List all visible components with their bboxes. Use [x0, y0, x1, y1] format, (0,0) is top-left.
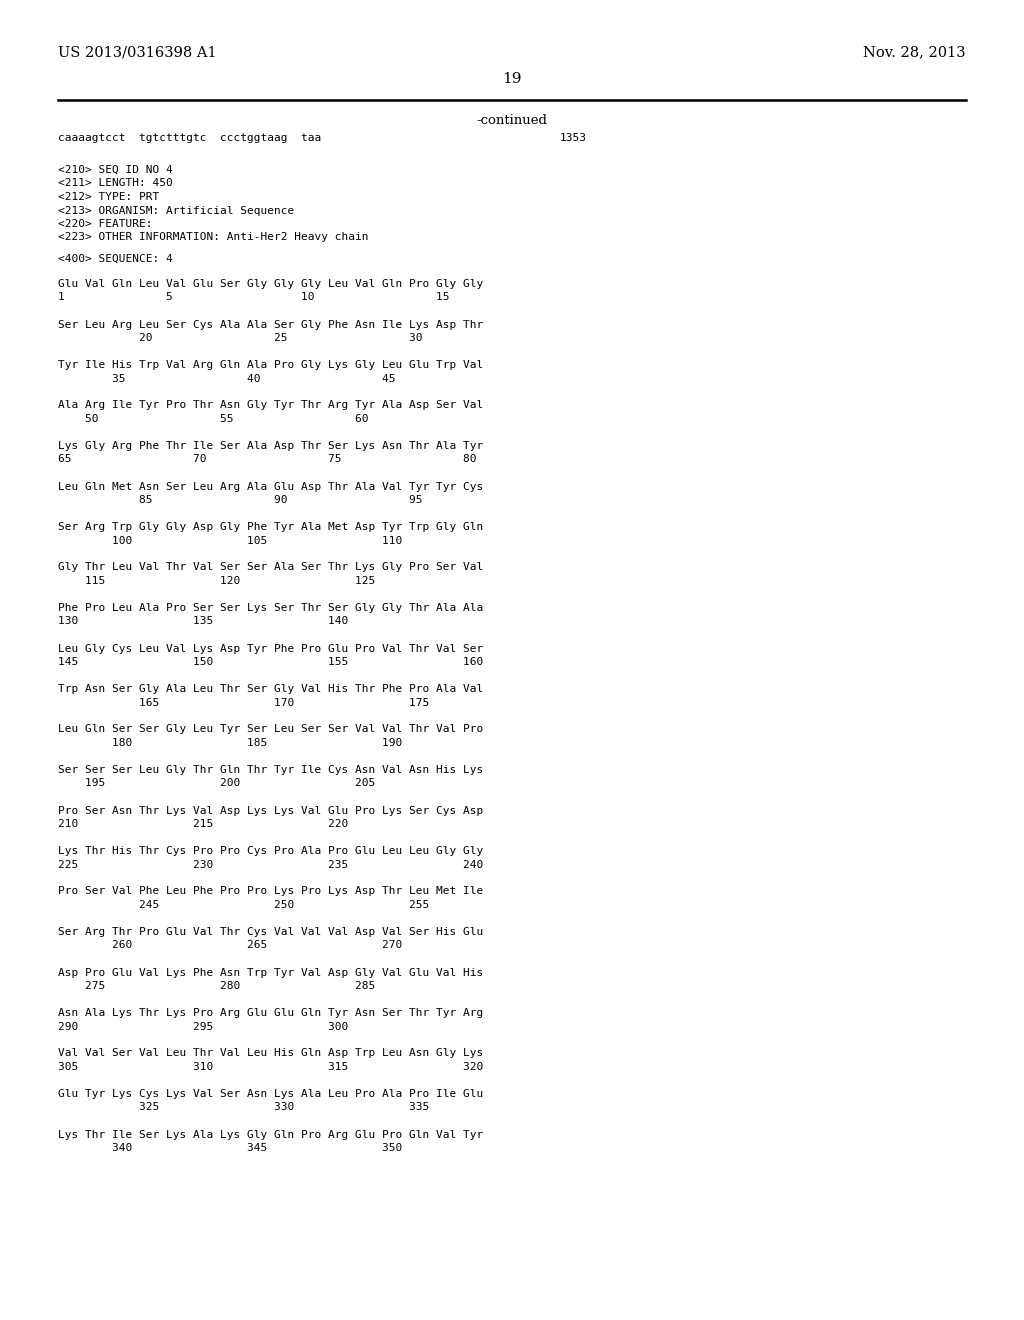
Text: 145                 150                 155                 160: 145 150 155 160 — [58, 657, 483, 667]
Text: 340                 345                 350: 340 345 350 — [58, 1143, 402, 1152]
Text: 100                 105                 110: 100 105 110 — [58, 536, 402, 545]
Text: 85                  90                  95: 85 90 95 — [58, 495, 423, 506]
Text: Asp Pro Glu Val Lys Phe Asn Trp Tyr Val Asp Gly Val Glu Val His: Asp Pro Glu Val Lys Phe Asn Trp Tyr Val … — [58, 968, 483, 978]
Text: Tyr Ile His Trp Val Arg Gln Ala Pro Gly Lys Gly Leu Glu Trp Val: Tyr Ile His Trp Val Arg Gln Ala Pro Gly … — [58, 360, 483, 370]
Text: Lys Gly Arg Phe Thr Ile Ser Ala Asp Thr Ser Lys Asn Thr Ala Tyr: Lys Gly Arg Phe Thr Ile Ser Ala Asp Thr … — [58, 441, 483, 451]
Text: 305                 310                 315                 320: 305 310 315 320 — [58, 1063, 483, 1072]
Text: <220> FEATURE:: <220> FEATURE: — [58, 219, 153, 228]
Text: Leu Gln Ser Ser Gly Leu Tyr Ser Leu Ser Ser Val Val Thr Val Pro: Leu Gln Ser Ser Gly Leu Tyr Ser Leu Ser … — [58, 725, 483, 734]
Text: 50                  55                  60: 50 55 60 — [58, 414, 369, 424]
Text: <213> ORGANISM: Artificial Sequence: <213> ORGANISM: Artificial Sequence — [58, 206, 294, 215]
Text: Pro Ser Val Phe Leu Phe Pro Pro Lys Pro Lys Asp Thr Leu Met Ile: Pro Ser Val Phe Leu Phe Pro Pro Lys Pro … — [58, 887, 483, 896]
Text: 65                  70                  75                  80: 65 70 75 80 — [58, 454, 476, 465]
Text: 225                 230                 235                 240: 225 230 235 240 — [58, 859, 483, 870]
Text: Gly Thr Leu Val Thr Val Ser Ser Ala Ser Thr Lys Gly Pro Ser Val: Gly Thr Leu Val Thr Val Ser Ser Ala Ser … — [58, 562, 483, 573]
Text: Lys Thr His Thr Cys Pro Pro Cys Pro Ala Pro Glu Leu Leu Gly Gly: Lys Thr His Thr Cys Pro Pro Cys Pro Ala … — [58, 846, 483, 855]
Text: 165                 170                 175: 165 170 175 — [58, 697, 429, 708]
Text: Ser Leu Arg Leu Ser Cys Ala Ala Ser Gly Phe Asn Ile Lys Asp Thr: Ser Leu Arg Leu Ser Cys Ala Ala Ser Gly … — [58, 319, 483, 330]
Text: Leu Gly Cys Leu Val Lys Asp Tyr Phe Pro Glu Pro Val Thr Val Ser: Leu Gly Cys Leu Val Lys Asp Tyr Phe Pro … — [58, 644, 483, 653]
Text: 1353: 1353 — [560, 133, 587, 143]
Text: 20                  25                  30: 20 25 30 — [58, 333, 423, 343]
Text: Trp Asn Ser Gly Ala Leu Thr Ser Gly Val His Thr Phe Pro Ala Val: Trp Asn Ser Gly Ala Leu Thr Ser Gly Val … — [58, 684, 483, 694]
Text: <211> LENGTH: 450: <211> LENGTH: 450 — [58, 178, 173, 189]
Text: Glu Tyr Lys Cys Lys Val Ser Asn Lys Ala Leu Pro Ala Pro Ile Glu: Glu Tyr Lys Cys Lys Val Ser Asn Lys Ala … — [58, 1089, 483, 1100]
Text: Ser Arg Trp Gly Gly Asp Gly Phe Tyr Ala Met Asp Tyr Trp Gly Gln: Ser Arg Trp Gly Gly Asp Gly Phe Tyr Ala … — [58, 521, 483, 532]
Text: Val Val Ser Val Leu Thr Val Leu His Gln Asp Trp Leu Asn Gly Lys: Val Val Ser Val Leu Thr Val Leu His Gln … — [58, 1048, 483, 1059]
Text: 275                 280                 285: 275 280 285 — [58, 981, 375, 991]
Text: 245                 250                 255: 245 250 255 — [58, 900, 429, 909]
Text: Ala Arg Ile Tyr Pro Thr Asn Gly Tyr Thr Arg Tyr Ala Asp Ser Val: Ala Arg Ile Tyr Pro Thr Asn Gly Tyr Thr … — [58, 400, 483, 411]
Text: <210> SEQ ID NO 4: <210> SEQ ID NO 4 — [58, 165, 173, 176]
Text: 19: 19 — [502, 73, 522, 86]
Text: Pro Ser Asn Thr Lys Val Asp Lys Lys Val Glu Pro Lys Ser Cys Asp: Pro Ser Asn Thr Lys Val Asp Lys Lys Val … — [58, 805, 483, 816]
Text: 1               5                   10                  15: 1 5 10 15 — [58, 293, 450, 302]
Text: 260                 265                 270: 260 265 270 — [58, 940, 402, 950]
Text: Ser Arg Thr Pro Glu Val Thr Cys Val Val Val Asp Val Ser His Glu: Ser Arg Thr Pro Glu Val Thr Cys Val Val … — [58, 927, 483, 937]
Text: 195                 200                 205: 195 200 205 — [58, 779, 375, 788]
Text: 35                  40                  45: 35 40 45 — [58, 374, 395, 384]
Text: US 2013/0316398 A1: US 2013/0316398 A1 — [58, 45, 217, 59]
Text: caaaagtcct  tgtctttgtc  ccctggtaag  taa: caaaagtcct tgtctttgtc ccctggtaag taa — [58, 133, 322, 143]
Text: 325                 330                 335: 325 330 335 — [58, 1102, 429, 1113]
Text: 130                 135                 140: 130 135 140 — [58, 616, 348, 627]
Text: 290                 295                 300: 290 295 300 — [58, 1022, 348, 1031]
Text: 115                 120                 125: 115 120 125 — [58, 576, 375, 586]
Text: <400> SEQUENCE: 4: <400> SEQUENCE: 4 — [58, 253, 173, 264]
Text: Phe Pro Leu Ala Pro Ser Ser Lys Ser Thr Ser Gly Gly Thr Ala Ala: Phe Pro Leu Ala Pro Ser Ser Lys Ser Thr … — [58, 603, 483, 612]
Text: Asn Ala Lys Thr Lys Pro Arg Glu Glu Gln Tyr Asn Ser Thr Tyr Arg: Asn Ala Lys Thr Lys Pro Arg Glu Glu Gln … — [58, 1008, 483, 1018]
Text: Ser Ser Ser Leu Gly Thr Gln Thr Tyr Ile Cys Asn Val Asn His Lys: Ser Ser Ser Leu Gly Thr Gln Thr Tyr Ile … — [58, 766, 483, 775]
Text: Nov. 28, 2013: Nov. 28, 2013 — [863, 45, 966, 59]
Text: 180                 185                 190: 180 185 190 — [58, 738, 402, 748]
Text: <223> OTHER INFORMATION: Anti-Her2 Heavy chain: <223> OTHER INFORMATION: Anti-Her2 Heavy… — [58, 232, 369, 243]
Text: Glu Val Gln Leu Val Glu Ser Gly Gly Gly Leu Val Gln Pro Gly Gly: Glu Val Gln Leu Val Glu Ser Gly Gly Gly … — [58, 279, 483, 289]
Text: -continued: -continued — [476, 114, 548, 127]
Text: <212> TYPE: PRT: <212> TYPE: PRT — [58, 191, 160, 202]
Text: Leu Gln Met Asn Ser Leu Arg Ala Glu Asp Thr Ala Val Tyr Tyr Cys: Leu Gln Met Asn Ser Leu Arg Ala Glu Asp … — [58, 482, 483, 491]
Text: Lys Thr Ile Ser Lys Ala Lys Gly Gln Pro Arg Glu Pro Gln Val Tyr: Lys Thr Ile Ser Lys Ala Lys Gly Gln Pro … — [58, 1130, 483, 1139]
Text: 210                 215                 220: 210 215 220 — [58, 818, 348, 829]
